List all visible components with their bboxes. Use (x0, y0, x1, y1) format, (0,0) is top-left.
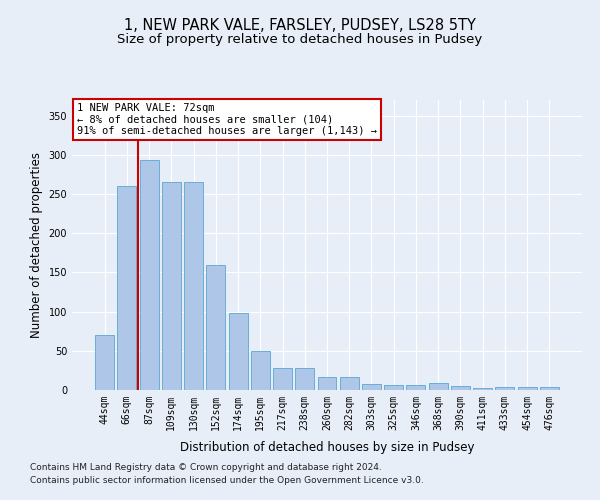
Bar (518, 387, 536, 390)
Bar (362, 384, 381, 390)
Bar (184, 182, 203, 390)
Bar (451, 386, 470, 390)
Bar (317, 376, 337, 390)
Bar (406, 384, 425, 390)
Bar (429, 383, 448, 390)
Text: 1, NEW PARK VALE, FARSLEY, PUDSEY, LS28 5TY: 1, NEW PARK VALE, FARSLEY, PUDSEY, LS28 … (124, 18, 476, 32)
Bar (251, 351, 270, 390)
Text: Contains public sector information licensed under the Open Government Licence v3: Contains public sector information licen… (30, 476, 424, 485)
Bar (206, 264, 225, 390)
Bar (229, 313, 248, 390)
Bar (540, 387, 559, 390)
Bar (273, 368, 292, 390)
Bar (384, 384, 403, 390)
Bar (95, 335, 114, 390)
Y-axis label: Number of detached properties: Number of detached properties (30, 152, 43, 338)
Text: Size of property relative to detached houses in Pudsey: Size of property relative to detached ho… (118, 32, 482, 46)
Bar (295, 368, 314, 390)
Text: Contains HM Land Registry data © Crown copyright and database right 2024.: Contains HM Land Registry data © Crown c… (30, 464, 382, 472)
Bar (140, 160, 158, 390)
Bar (496, 387, 514, 390)
Bar (473, 388, 492, 390)
Text: 1 NEW PARK VALE: 72sqm
← 8% of detached houses are smaller (104)
91% of semi-det: 1 NEW PARK VALE: 72sqm ← 8% of detached … (77, 103, 377, 136)
Bar (118, 186, 136, 390)
Bar (162, 182, 181, 390)
Bar (340, 376, 359, 390)
Text: Distribution of detached houses by size in Pudsey: Distribution of detached houses by size … (180, 441, 474, 454)
